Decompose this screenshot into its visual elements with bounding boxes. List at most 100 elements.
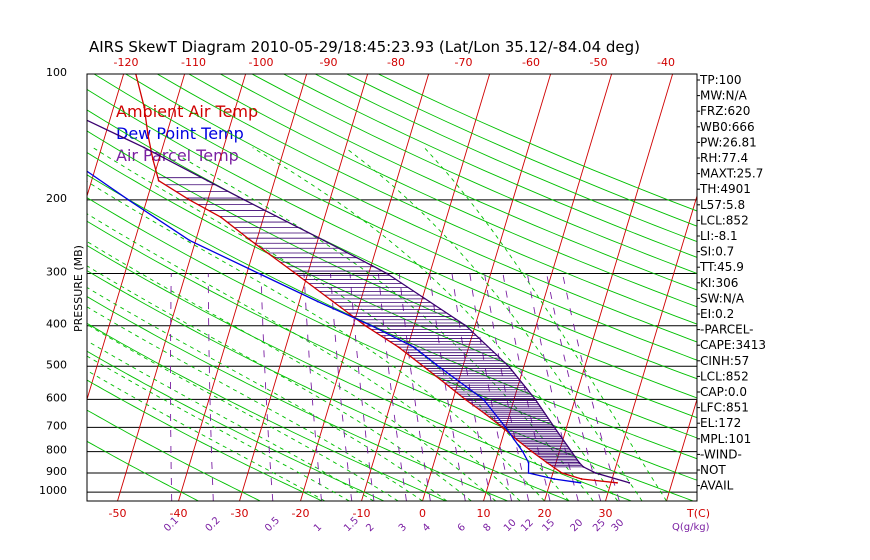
dewpoint-temp-point — [412, 346, 415, 349]
moist-adiabat-line — [87, 213, 521, 501]
ambient-temp-point — [580, 478, 583, 480]
sounding-index: NOT — [700, 463, 726, 477]
sounding-index: TT:45.9 — [699, 260, 744, 274]
bottom-temp-tick-label: 30 — [599, 507, 613, 520]
mixing-ratio-label: 3 — [397, 522, 409, 534]
parcel-temp-point — [74, 114, 76, 116]
parcel-temp-point — [534, 398, 537, 401]
dry-adiabat-line — [87, 409, 261, 501]
ambient-temp-point — [561, 472, 563, 474]
pressure-tick-label: 700 — [46, 419, 67, 432]
dewpoint-temp-point — [316, 300, 319, 303]
top-temp-tick-labels: -120 -110 -100 -90 -80 -70 -60 -50 -40 — [114, 56, 675, 69]
dry-adiabat-line — [125, 74, 697, 343]
mixing-ratio-line — [330, 273, 353, 501]
isotherm-line — [422, 74, 552, 501]
sounding-index: MW:N/A — [700, 89, 748, 103]
mixing-ratio-line — [562, 273, 620, 501]
ambient-temp-point — [530, 450, 533, 453]
sounding-index: PW:26.81 — [700, 135, 757, 149]
dry-adiabat-line — [220, 74, 697, 291]
ambient-temp-point — [397, 346, 400, 349]
isotherm-line — [0, 74, 2, 501]
dry-adiabat-line — [87, 379, 323, 501]
sounding-index: KI:306 — [700, 276, 738, 290]
mixing-ratio-label: 20 — [569, 517, 586, 534]
bottom-temp-tick-label: -40 — [170, 507, 188, 520]
sounding-index: TH:4901 — [699, 182, 751, 196]
ambient-temp-point — [464, 398, 467, 401]
isotherm-line — [0, 74, 63, 501]
ambient-temp-point — [147, 134, 149, 137]
parcel-temp-point — [143, 146, 146, 149]
sounding-index: AVAIL — [700, 479, 734, 493]
mixing-ratio-line — [451, 273, 492, 501]
ambient-temp-point — [294, 272, 297, 275]
dewpoint-temp-point — [258, 272, 260, 275]
dry-adiabat-line — [87, 88, 697, 380]
bottom-temp-tick-labels: -50 -40 -30 -20 -10 0 10 20 30 T(C) — [109, 507, 710, 520]
parcel-temp-point — [582, 465, 585, 468]
dry-adiabat-line — [87, 245, 632, 501]
ambient-temp-point — [422, 365, 425, 368]
top-temp-tick-label: -100 — [249, 56, 274, 69]
dry-adiabat-line — [157, 74, 697, 325]
ambient-temp-point — [151, 158, 154, 161]
mixing-ratio-label: 10 — [502, 517, 519, 534]
pressure-tick-label: 800 — [46, 444, 67, 457]
top-temp-tick-label: -70 — [455, 56, 473, 69]
top-temp-tick-label: -80 — [387, 56, 405, 69]
dewpoint-temp-point — [482, 398, 485, 401]
legend-entry: Air Parcel Temp — [116, 146, 239, 165]
mixing-ratio-line — [398, 273, 431, 501]
ambient-temp-point — [143, 106, 146, 109]
mixing-ratio-line — [260, 273, 274, 501]
sounding-series — [1, 74, 631, 484]
mixing-ratio-label: 2 — [364, 522, 376, 534]
moist-adiabat-line — [87, 355, 350, 501]
mixing-ratio-line — [526, 273, 579, 501]
mixing-ratio-line — [349, 273, 375, 501]
sounding-index: MPL:101 — [700, 432, 751, 446]
dry-adiabat-line — [188, 74, 697, 308]
top-temp-tick-label: -50 — [590, 56, 608, 69]
mixing-ratio-unit: Q(g/kg) — [672, 522, 710, 533]
mixing-ratio-label: 0.2 — [204, 515, 223, 534]
top-temp-tick-label: -120 — [114, 56, 139, 69]
sounding-index: L57:5.8 — [700, 198, 745, 212]
dry-adiabat-line — [93, 74, 697, 361]
parcel-temp-point — [578, 461, 581, 464]
pressure-tick-label: 1000 — [39, 484, 67, 497]
dry-adiabat-line — [87, 109, 697, 399]
dry-adiabat-line — [87, 130, 697, 419]
isotherm-line — [544, 74, 674, 501]
bottom-temp-tick-label: 20 — [538, 507, 552, 520]
dewpoint-temp-point — [553, 478, 556, 480]
plot-frame — [86, 73, 698, 502]
pressure-tick-label: 400 — [46, 318, 67, 331]
pressure-tick-label: 900 — [46, 465, 67, 478]
top-temp-tick-label: -90 — [320, 56, 338, 69]
parcel-temp-point — [243, 198, 246, 201]
sounding-index: MAXT:25.7 — [700, 167, 763, 181]
dry-adiabat-line — [87, 322, 447, 501]
dewpoint-temp-point — [1, 114, 3, 116]
moist-adiabat-line — [92, 147, 570, 501]
parcel-temp-point — [465, 324, 467, 327]
moist-adiabat-line — [87, 340, 374, 501]
sounding-index: CAPE:3413 — [700, 338, 766, 352]
ambient-temp-point — [501, 426, 504, 429]
dewpoint-temp-point — [527, 472, 530, 474]
sounding-index: RH:77.4 — [700, 151, 748, 165]
pressure-tick-label: 300 — [46, 266, 67, 279]
ambient-temp-point — [220, 216, 222, 219]
parcel-temp-point — [322, 239, 325, 242]
ambient-temp-point — [157, 179, 160, 182]
mixing-ratio-line — [429, 273, 466, 501]
mixing-ratio-line — [207, 273, 214, 501]
ambient-temp-point — [364, 324, 367, 327]
sounding-index: CAP:0.0 — [700, 385, 747, 399]
mixing-ratio-line — [170, 273, 173, 501]
ambient-temp-point — [444, 382, 447, 385]
